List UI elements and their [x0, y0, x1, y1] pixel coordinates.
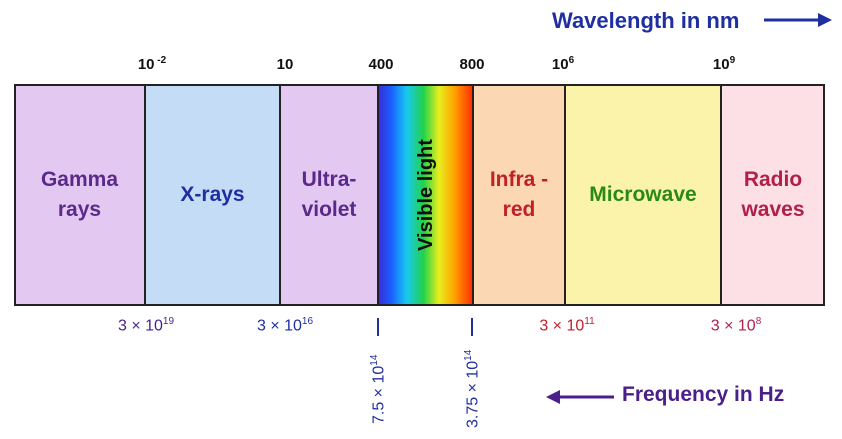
band-divider — [564, 84, 566, 306]
wavelength-axis-title: Wavelength in nm — [552, 8, 740, 33]
band-radio-waves: Radio waves — [721, 84, 825, 306]
wavelength-tick-gamma-xray: 10 -2 — [137, 55, 167, 73]
wavelength-tick-ir-microwave: 106 — [551, 55, 575, 73]
frequency-tick-xray-uv: 3 × 1016 — [256, 316, 314, 335]
frequency-tick-uv-visible: 7.5 × 1014 — [369, 354, 388, 424]
wavelength-arrow-icon — [764, 13, 832, 27]
band-ultraviolet-label: Ultra- violet — [301, 168, 357, 221]
band-x-rays-label: X-rays — [180, 183, 245, 206]
band-visible-light-label: Visible light — [414, 139, 437, 251]
frequency-tick-gamma-xray: 3 × 1019 — [117, 316, 175, 335]
band-infrared: Infra - red — [473, 84, 565, 306]
band-radio-waves-label: Radio waves — [741, 168, 805, 221]
band-gamma-rays: Gamma rays — [14, 84, 145, 306]
frequency-arrow-icon — [546, 390, 614, 404]
band-x-rays: X-rays — [145, 84, 280, 306]
band-visible-light: Visible light — [378, 84, 473, 306]
frequency-tick-microwave-radio: 3 × 108 — [710, 316, 762, 335]
frequency-tick-visible-ir: 3.75 × 1014 — [463, 349, 482, 428]
band-ultraviolet: Ultra- violet — [280, 84, 378, 306]
band-divider — [720, 84, 722, 306]
band-divider — [472, 84, 474, 306]
band-gamma-rays-label: Gamma rays — [40, 168, 119, 221]
wavelength-tick-microwave-radio: 109 — [712, 55, 736, 73]
frequency-tick-marker — [471, 318, 473, 336]
band-microwave-label: Microwave — [589, 183, 697, 206]
wavelength-tick-xray-uv: 10 — [276, 56, 294, 73]
band-divider — [377, 84, 379, 306]
band-infrared-label: Infra - red — [489, 168, 549, 221]
band-divider — [144, 84, 146, 306]
frequency-tick-marker — [377, 318, 379, 336]
band-divider — [279, 84, 281, 306]
spectrum-bar: Gamma rays X-rays Ultra- violet Visible … — [14, 84, 825, 306]
band-microwave: Microwave — [565, 84, 721, 306]
frequency-axis-title: Frequency in Hz — [622, 383, 785, 406]
frequency-tick-ir-microwave: 3 × 1011 — [539, 316, 595, 335]
wavelength-tick-uv-visible: 400 — [368, 56, 394, 73]
wavelength-tick-visible-ir: 800 — [459, 56, 485, 73]
